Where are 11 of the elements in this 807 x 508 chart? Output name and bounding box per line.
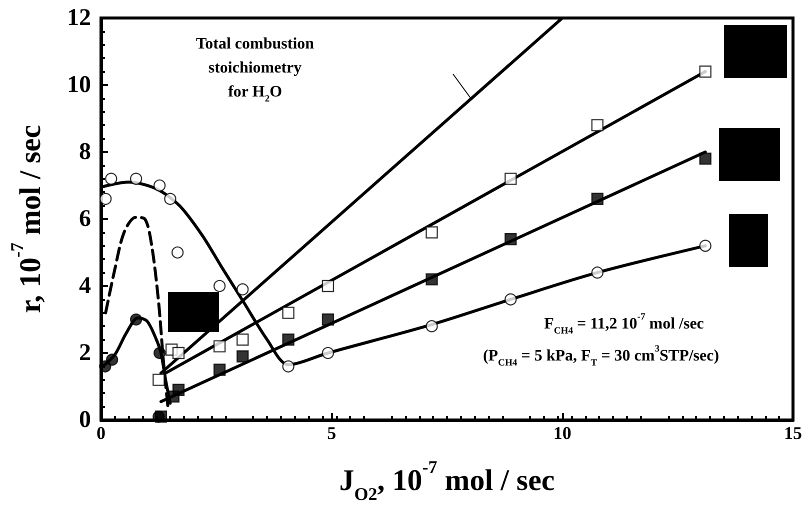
x-tick-label: 15	[784, 423, 802, 443]
x-tick-label: 10	[553, 423, 572, 443]
y-axis-title: r, 10-7 mol / sec	[7, 124, 47, 314]
y-tick-label: 10	[67, 72, 91, 98]
x-tick-label: 0	[96, 423, 106, 443]
y-tick-label: 6	[79, 206, 91, 232]
y-tick-label: 4	[79, 273, 91, 299]
y-tick-label: 8	[79, 139, 91, 165]
x-tick-label: 5	[327, 423, 336, 443]
y-tick-label: 2	[79, 340, 91, 366]
y-tick-label: 12	[67, 5, 91, 31]
